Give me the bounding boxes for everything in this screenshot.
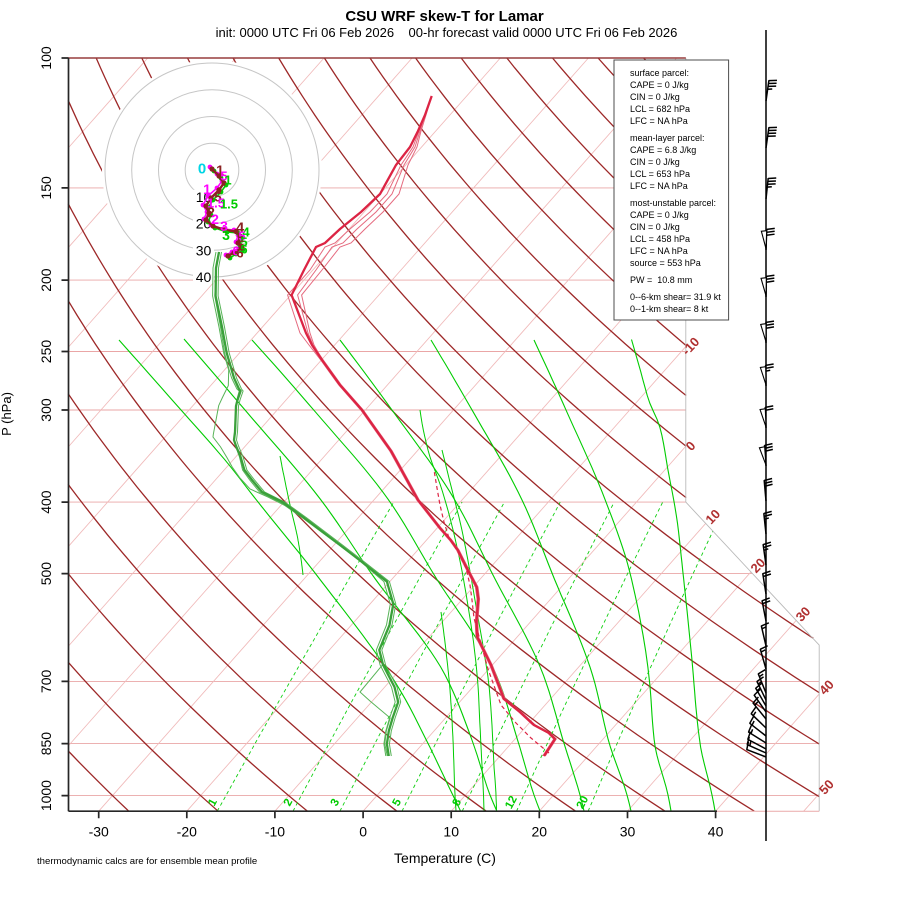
svg-text:init: 0000 UTC Fri 06 Feb 2026: init: 0000 UTC Fri 06 Feb 2026 00-hr for… xyxy=(216,25,678,40)
svg-text:1.5: 1.5 xyxy=(220,197,238,212)
svg-text:6: 6 xyxy=(236,246,243,261)
svg-text:8: 8 xyxy=(451,796,465,808)
svg-text:10: 10 xyxy=(196,189,212,205)
svg-text:CIN = 0 J/kg: CIN = 0 J/kg xyxy=(630,157,680,167)
svg-text:LFC = NA hPa: LFC = NA hPa xyxy=(630,116,688,126)
svg-text:1: 1 xyxy=(203,181,211,197)
svg-text:200: 200 xyxy=(38,268,54,292)
svg-text:CAPE = 0 J/kg: CAPE = 0 J/kg xyxy=(630,80,689,90)
svg-text:4: 4 xyxy=(242,225,250,240)
svg-text:700: 700 xyxy=(38,670,54,694)
svg-text:5: 5 xyxy=(214,190,221,205)
svg-text:PW = 10.8 mm: PW = 10.8 mm xyxy=(630,275,692,285)
svg-text:6: 6 xyxy=(232,244,239,259)
svg-text:2: 2 xyxy=(282,797,296,808)
svg-text:CSU WRF skew-T for Lamar: CSU WRF skew-T for Lamar xyxy=(345,8,544,25)
svg-text:LFC = NA hPa: LFC = NA hPa xyxy=(630,246,688,256)
svg-text:2: 2 xyxy=(207,204,215,220)
svg-text:-20: -20 xyxy=(177,824,197,840)
svg-text:Temperature (C): Temperature (C) xyxy=(394,850,496,866)
svg-text:400: 400 xyxy=(38,490,54,514)
svg-text:500: 500 xyxy=(38,562,54,586)
svg-text:LFC = NA hPa: LFC = NA hPa xyxy=(630,181,688,191)
svg-text:4: 4 xyxy=(236,220,245,237)
svg-text:1: 1 xyxy=(224,173,231,188)
svg-text:2: 2 xyxy=(211,211,219,227)
svg-text:40: 40 xyxy=(196,269,212,285)
svg-text:5: 5 xyxy=(237,238,244,253)
svg-text:0: 0 xyxy=(359,824,367,840)
svg-text:CAPE = 6.8 J/kg: CAPE = 6.8 J/kg xyxy=(630,145,696,155)
svg-text:5: 5 xyxy=(220,169,227,184)
svg-text:0--1-km shear= 8 kt: 0--1-km shear= 8 kt xyxy=(630,304,709,314)
svg-text:1: 1 xyxy=(216,162,224,178)
svg-text:5: 5 xyxy=(238,229,245,244)
svg-text:CAPE = 0 J/kg: CAPE = 0 J/kg xyxy=(630,210,689,220)
svg-text:most-unstable parcel:: most-unstable parcel: xyxy=(630,198,716,208)
svg-text:0--6-km shear= 31.9 kt: 0--6-km shear= 31.9 kt xyxy=(630,292,721,302)
svg-text:30: 30 xyxy=(620,824,636,840)
svg-text:thermodynamic calcs are for en: thermodynamic calcs are for ensemble mea… xyxy=(37,856,257,867)
svg-text:20: 20 xyxy=(575,794,592,811)
svg-text:150: 150 xyxy=(38,176,54,200)
svg-text:850: 850 xyxy=(38,732,54,756)
svg-text:5: 5 xyxy=(391,796,405,808)
svg-text:LCL = 458 hPa: LCL = 458 hPa xyxy=(630,234,690,244)
svg-text:40: 40 xyxy=(708,824,724,840)
svg-text:LCL = 653 hPa: LCL = 653 hPa xyxy=(630,169,690,179)
svg-text:LCL = 682 hPa: LCL = 682 hPa xyxy=(630,104,690,114)
svg-text:1: 1 xyxy=(206,796,220,808)
svg-text:-30: -30 xyxy=(89,824,109,840)
svg-text:250: 250 xyxy=(38,340,54,364)
svg-text:1.5: 1.5 xyxy=(207,196,225,211)
svg-text:CIN = 0 J/kg: CIN = 0 J/kg xyxy=(630,222,680,232)
svg-text:6: 6 xyxy=(240,242,247,257)
svg-text:-10: -10 xyxy=(265,824,285,840)
svg-text:20: 20 xyxy=(532,824,548,840)
svg-text:mean-layer parcel:: mean-layer parcel: xyxy=(630,133,705,143)
svg-text:0: 0 xyxy=(198,161,206,178)
svg-text:30: 30 xyxy=(196,242,212,258)
svg-text:10: 10 xyxy=(443,824,459,840)
svg-text:5: 5 xyxy=(240,235,247,250)
svg-text:1000: 1000 xyxy=(38,780,54,811)
svg-text:3: 3 xyxy=(220,218,228,234)
svg-text:source = 553 hPa: source = 553 hPa xyxy=(630,258,701,268)
svg-text:P (hPa): P (hPa) xyxy=(0,392,14,436)
svg-text:surface parcel:: surface parcel: xyxy=(630,68,689,78)
svg-text:12: 12 xyxy=(503,794,520,811)
svg-text:CIN = 0 J/kg: CIN = 0 J/kg xyxy=(630,92,680,102)
svg-text:3: 3 xyxy=(222,227,230,243)
svg-text:300: 300 xyxy=(38,398,54,422)
svg-text:3: 3 xyxy=(329,797,343,808)
svg-text:100: 100 xyxy=(38,46,54,70)
